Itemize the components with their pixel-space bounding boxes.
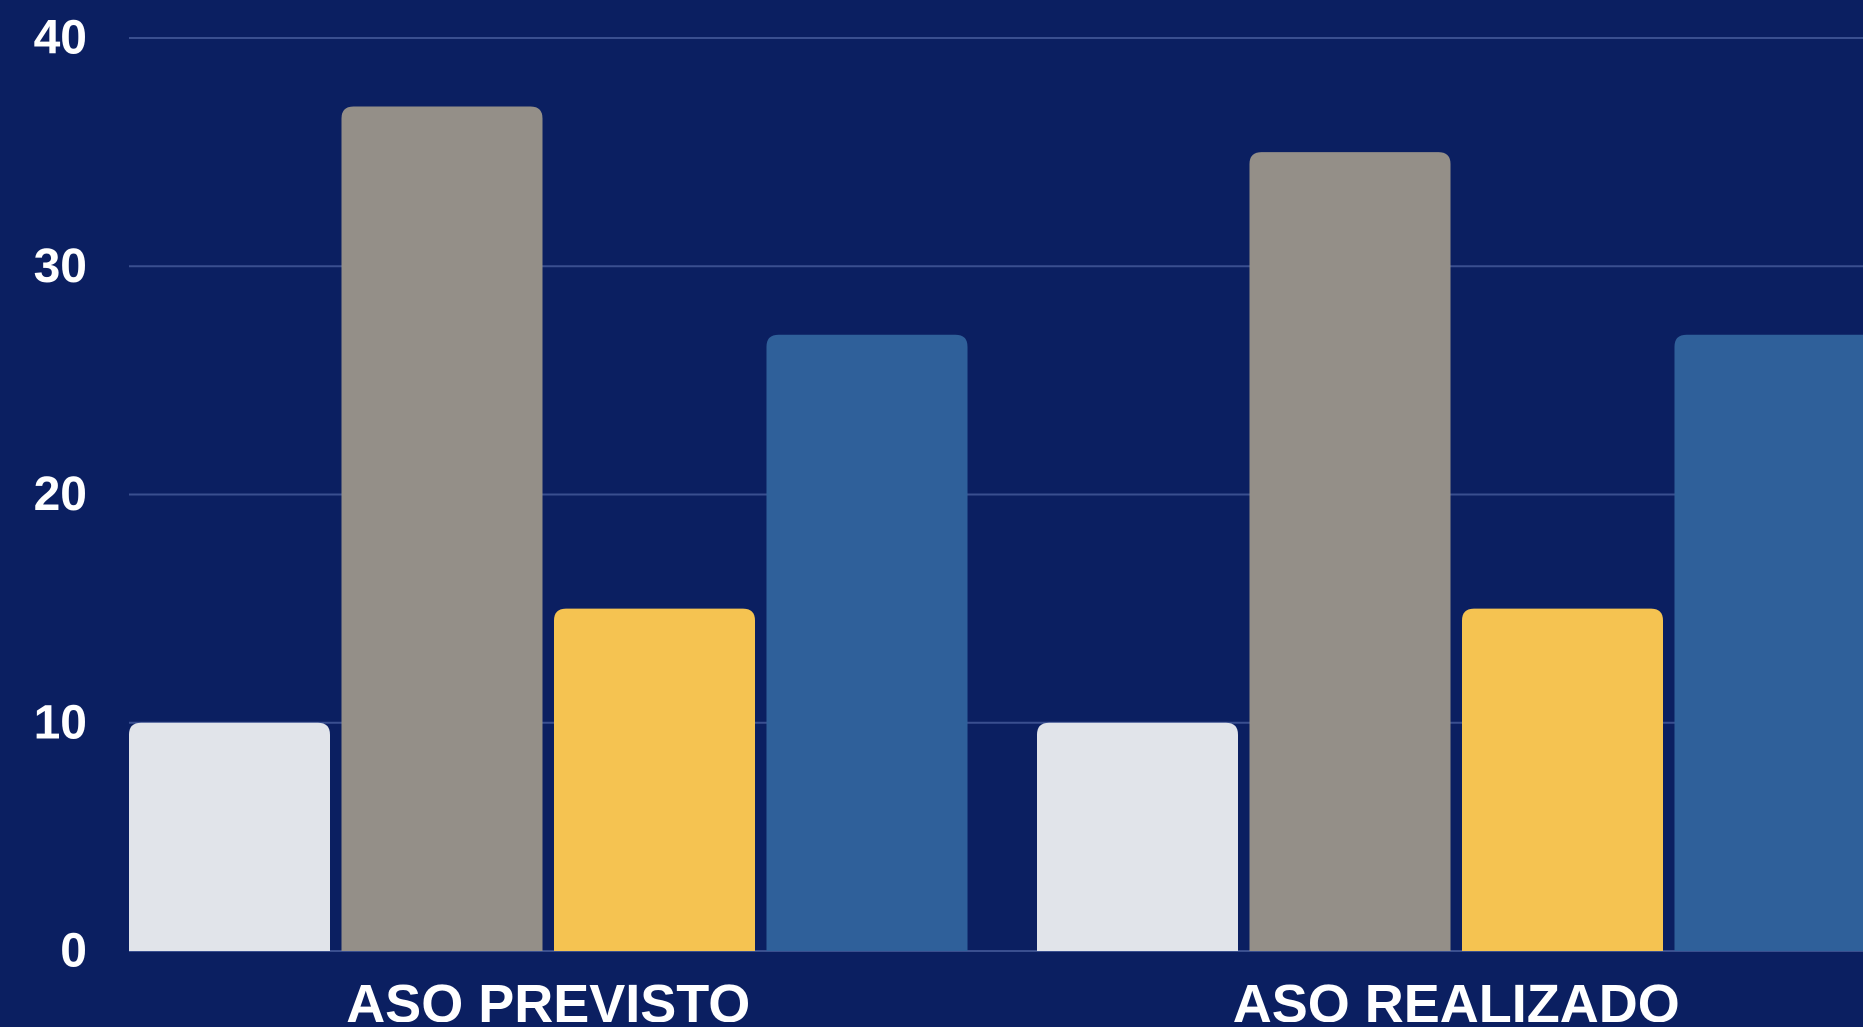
bar-0-2: [554, 609, 755, 951]
bar-0-1: [342, 106, 543, 951]
y-axis-ticks: 0 10 20 30 40: [34, 12, 87, 978]
y-tick-label: 20: [34, 468, 87, 521]
x-category-label: ASO PREVISTO: [346, 974, 750, 1022]
bar-1-2: [1462, 609, 1663, 951]
bars: [129, 106, 1863, 951]
bar-0-0: [129, 723, 330, 951]
bar-0-3: [767, 335, 968, 951]
y-tick-label: 10: [34, 696, 87, 749]
bar-1-3: [1675, 335, 1863, 951]
y-tick-label: 0: [60, 925, 87, 978]
x-category-label: ASO REALIZADO: [1233, 974, 1680, 1022]
bar-1-1: [1250, 152, 1451, 951]
y-tick-label: 30: [34, 240, 87, 293]
y-tick-label: 40: [34, 12, 87, 65]
bar-1-0: [1037, 723, 1238, 951]
x-axis-categories: ASO PREVISTO ASO REALIZADO: [346, 974, 1680, 1022]
